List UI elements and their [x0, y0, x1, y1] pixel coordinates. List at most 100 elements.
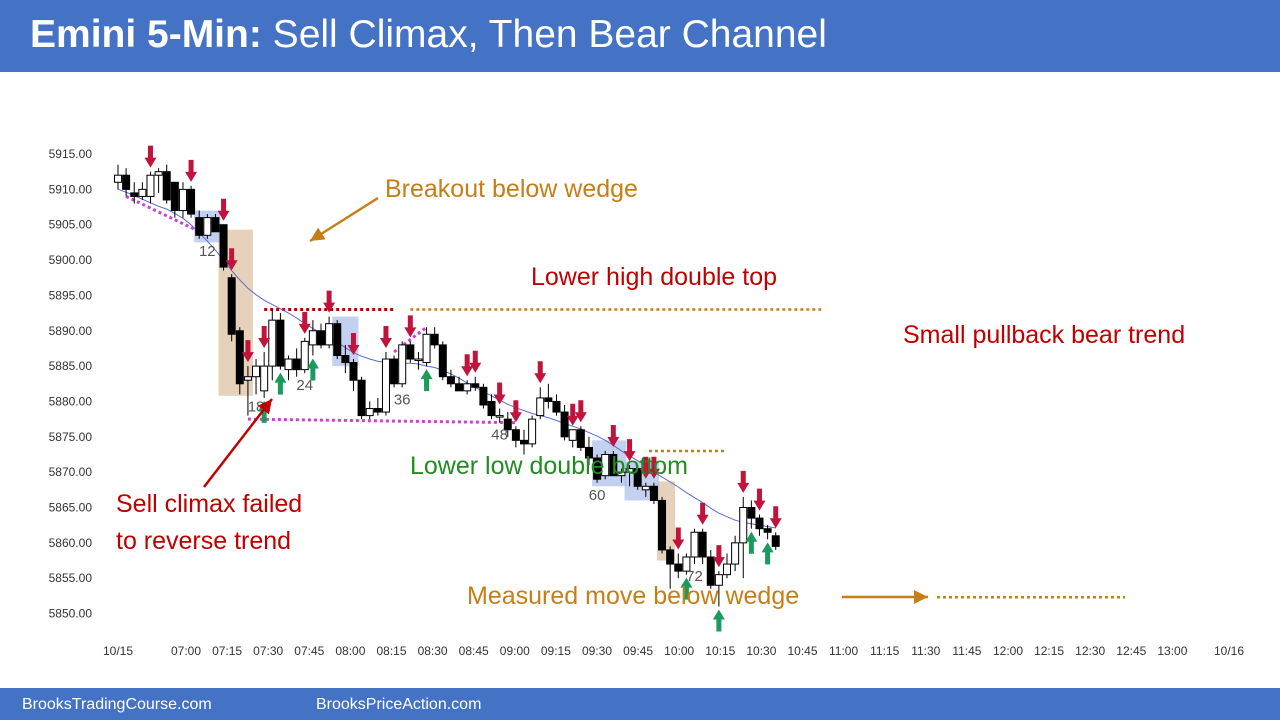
sell-signal-arrow-icon: [574, 400, 587, 423]
x-tick-label: 10:00: [664, 644, 694, 658]
x-tick-label: 12:45: [1116, 644, 1146, 658]
annotation-breakout: Breakout below wedge: [385, 175, 638, 203]
candle: [593, 454, 602, 483]
y-tick-label: 5875.00: [49, 430, 93, 444]
candle: [325, 316, 334, 349]
y-tick-label: 5895.00: [49, 288, 93, 302]
x-tick-label: 11:30: [911, 644, 940, 658]
candle: [536, 387, 545, 420]
annotation-pointers: [203, 196, 928, 604]
x-tick-label: 07:15: [212, 644, 242, 658]
x-tick-label: 08:30: [418, 644, 448, 658]
bar-number-72: 72: [686, 568, 703, 585]
annotation-measured-move: Measured move below wedge: [467, 582, 799, 610]
candle: [706, 549, 715, 589]
bar-number-60: 60: [589, 487, 606, 504]
bar-number-24: 24: [296, 377, 313, 394]
candle: [438, 341, 447, 381]
buy-signal-arrow-icon: [420, 369, 433, 392]
candle: [487, 394, 496, 420]
x-tick-label: 10/16: [1214, 644, 1244, 658]
x-tick-label: 13:00: [1157, 644, 1187, 658]
candle: [528, 415, 537, 448]
candle: [373, 397, 382, 416]
footer-bar: BrooksTradingCourse.com BrooksPriceActio…: [0, 688, 1280, 720]
candle: [268, 309, 277, 381]
candle: [398, 341, 407, 388]
candle: [292, 348, 301, 377]
sell-signal-arrow-icon: [461, 354, 474, 377]
wedge-line-lower: [247, 417, 516, 425]
buy-signal-arrow-icon: [680, 577, 693, 600]
x-tick-label: 07:45: [294, 644, 324, 658]
candle: [479, 383, 488, 409]
candle: [187, 185, 196, 218]
candle: [154, 168, 163, 193]
sell-signal-arrow-icon: [509, 400, 522, 423]
candle: [601, 450, 610, 480]
title-rest: Sell Climax, Then Bear Channel: [261, 13, 827, 56]
candle: [463, 380, 472, 395]
candle: [455, 376, 464, 392]
x-tick-label: 10/15: [103, 644, 133, 658]
sell-signal-arrow-icon: [753, 488, 766, 511]
candle: [747, 500, 756, 529]
sell-signal-arrow-icon: [298, 311, 311, 334]
x-tick-label: 07:00: [171, 644, 201, 658]
y-tick-label: 5870.00: [49, 465, 93, 479]
candle: [690, 528, 699, 565]
candle: [560, 404, 569, 441]
sell-signal-arrow-icon: [404, 315, 417, 338]
candle: [503, 412, 512, 437]
candle: [349, 359, 358, 391]
sell-signal-arrow-icon: [639, 456, 652, 479]
candle: [284, 355, 293, 381]
x-tick-label: 09:00: [500, 644, 530, 658]
sell-signal-arrow-icon: [769, 506, 782, 529]
candle: [300, 337, 309, 374]
x-tick-label: 12:00: [993, 644, 1023, 658]
y-tick-label: 5910.00: [49, 182, 93, 196]
sell-signal-arrow-icon: [607, 424, 620, 447]
guide-lines: [125, 195, 1125, 599]
candle: [625, 465, 634, 487]
candle: [422, 327, 431, 367]
breakout-pointer-arrow-icon: [309, 196, 379, 243]
sell-signal-arrow-icon: [323, 290, 336, 313]
x-tick-label: 11:00: [829, 644, 858, 658]
price-chart: 5915.00 5910.00 5905.00 5900.00 5895.00 5890.…: [49, 145, 1244, 658]
annotations: Breakout below wedge Lower high double t…: [116, 175, 1185, 610]
y-tick-label: 5850.00: [49, 607, 93, 621]
candle: [666, 546, 675, 589]
sell-signal-arrow-icon: [493, 382, 506, 405]
slide-title: Emini 5-Min: Sell Climax, Then Bear Chan…: [30, 13, 827, 57]
x-tick-label: 09:15: [541, 644, 571, 658]
footer-link-priceaction[interactable]: BrooksPriceAction.com: [316, 696, 482, 713]
y-tick-label: 5885.00: [49, 359, 93, 373]
x-tick-label: 09:45: [623, 644, 653, 658]
candle: [252, 359, 261, 395]
buy-signal-arrow-icon: [274, 372, 287, 395]
sell-signal-arrow-icon: [737, 470, 750, 493]
footer-link-course[interactable]: BrooksTradingCourse.com: [22, 696, 212, 713]
sell-signal-arrow-icon: [185, 159, 198, 182]
y-tick-label: 5865.00: [49, 501, 93, 515]
buy-signal-arrow-icon: [712, 609, 725, 632]
sell-signal-arrow-icon: [144, 145, 157, 168]
candle: [308, 320, 317, 356]
candle: [568, 429, 577, 448]
x-tick-label: 12:30: [1075, 644, 1105, 658]
candle: [341, 344, 350, 374]
sell-signal-arrow-icon: [217, 198, 230, 221]
candle: [520, 429, 528, 455]
y-tick-label: 5905.00: [49, 218, 93, 232]
x-tick-label: 10:45: [787, 644, 817, 658]
candle: [584, 436, 593, 466]
candle: [731, 535, 740, 572]
bar-number-12: 12: [199, 243, 216, 260]
sell-signal-arrow-icon: [469, 350, 482, 373]
candle: [552, 394, 561, 416]
candle: [698, 528, 707, 565]
candle: [260, 351, 269, 398]
candle: [633, 465, 642, 490]
